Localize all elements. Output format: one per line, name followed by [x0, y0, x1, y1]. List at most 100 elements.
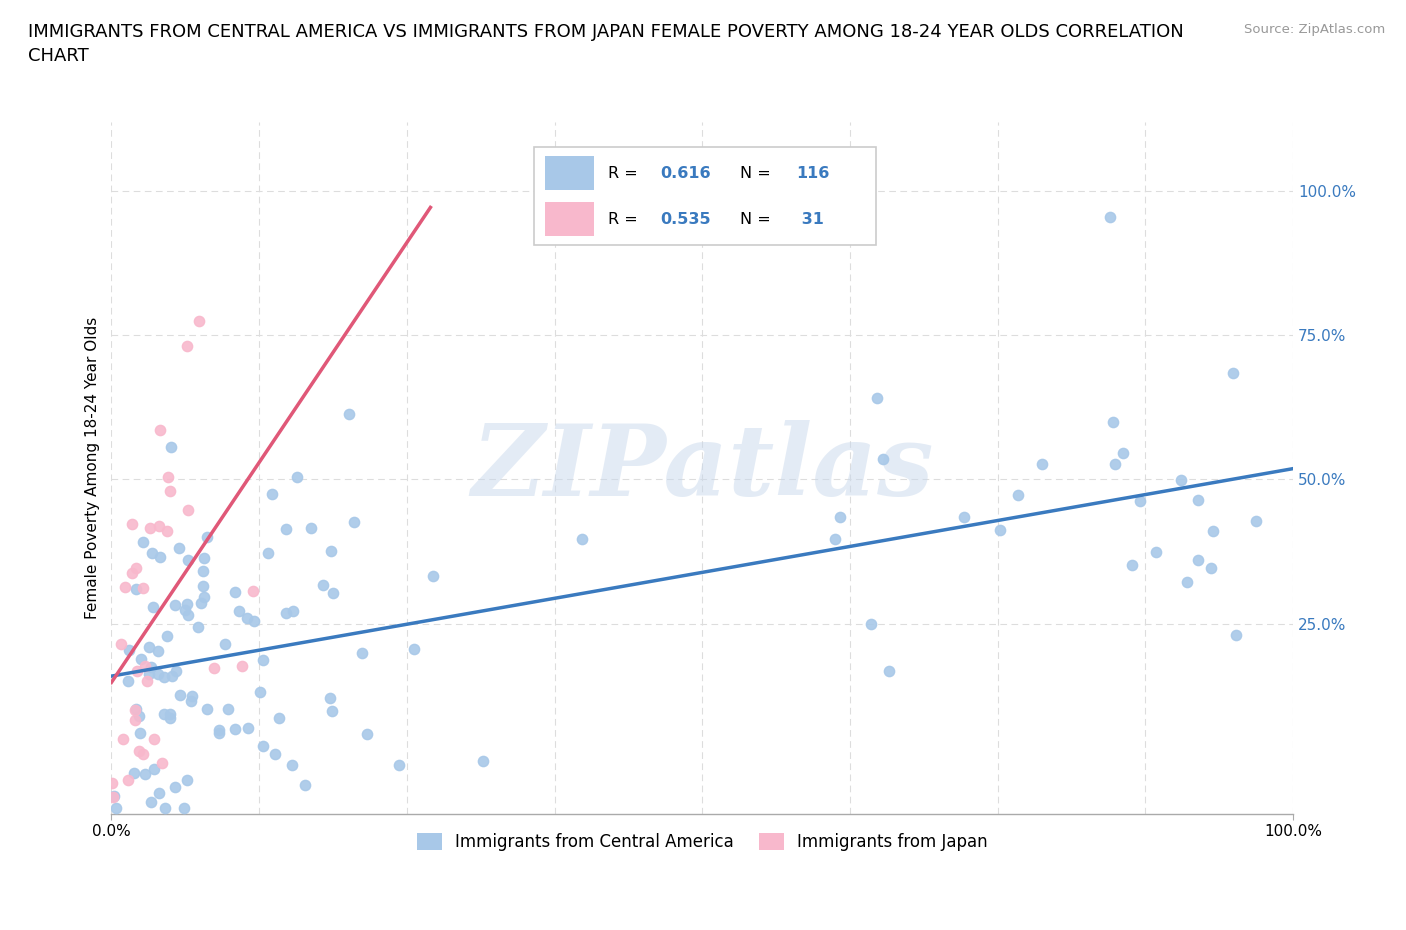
Point — [156, 523, 179, 538]
Point — [571, 532, 593, 547]
Point — [149, 422, 172, 437]
Point — [121, 566, 143, 581]
Point — [1129, 494, 1152, 509]
Point — [404, 642, 426, 657]
Point — [155, 801, 177, 816]
Point — [159, 484, 181, 498]
Point — [294, 777, 316, 792]
Point — [195, 701, 218, 716]
Point — [281, 604, 304, 618]
Point — [1244, 513, 1267, 528]
Point — [343, 514, 366, 529]
Point — [1187, 552, 1209, 567]
Point — [877, 663, 900, 678]
Point — [235, 610, 257, 625]
Point — [181, 688, 204, 703]
Point — [228, 604, 250, 618]
Point — [191, 578, 214, 593]
Point — [124, 702, 146, 717]
Point — [187, 313, 209, 328]
Point — [1098, 209, 1121, 224]
Point — [152, 670, 174, 684]
Point — [1104, 457, 1126, 472]
Point — [263, 747, 285, 762]
Point — [280, 757, 302, 772]
Point — [142, 732, 165, 747]
Point — [148, 644, 170, 658]
Point — [988, 523, 1011, 538]
Point — [156, 470, 179, 485]
Point — [128, 744, 150, 759]
Point — [134, 658, 156, 673]
Point — [128, 709, 150, 724]
Point — [422, 569, 444, 584]
Point — [276, 605, 298, 620]
Point — [824, 531, 846, 546]
Point — [125, 561, 148, 576]
Point — [319, 543, 342, 558]
Point — [138, 667, 160, 682]
Point — [156, 629, 179, 644]
Point — [1144, 545, 1167, 560]
Point — [142, 762, 165, 777]
Point — [118, 643, 141, 658]
Point — [180, 694, 202, 709]
Point — [176, 339, 198, 353]
Point — [311, 578, 333, 592]
Point — [103, 789, 125, 804]
Legend: Immigrants from Central America, Immigrants from Japan: Immigrants from Central America, Immigra… — [411, 826, 994, 857]
Point — [217, 701, 239, 716]
Point — [160, 669, 183, 684]
Point — [173, 801, 195, 816]
Point — [105, 801, 128, 816]
Point — [148, 518, 170, 533]
Point — [202, 660, 225, 675]
Point — [159, 711, 181, 725]
Point — [176, 773, 198, 788]
Point — [197, 529, 219, 544]
Point — [135, 673, 157, 688]
Point — [1031, 457, 1053, 472]
Point — [112, 731, 135, 746]
Point — [117, 673, 139, 688]
Point — [274, 522, 297, 537]
Point — [269, 711, 291, 725]
Point — [139, 521, 162, 536]
Point — [169, 688, 191, 703]
Point — [1201, 560, 1223, 575]
Point — [165, 663, 187, 678]
Point — [1007, 487, 1029, 502]
Point — [262, 486, 284, 501]
Point — [1121, 557, 1143, 572]
Point — [252, 653, 274, 668]
Point — [100, 776, 122, 790]
Point — [242, 584, 264, 599]
Point — [231, 658, 253, 673]
Point — [321, 704, 343, 719]
Point — [285, 470, 308, 485]
Point — [860, 617, 883, 631]
Point — [322, 586, 344, 601]
Point — [148, 785, 170, 800]
Point — [257, 545, 280, 560]
Point — [193, 590, 215, 604]
Point — [1225, 628, 1247, 643]
Point — [214, 636, 236, 651]
Point — [208, 725, 231, 740]
Point — [1102, 415, 1125, 430]
Point — [150, 755, 173, 770]
Y-axis label: Female Poverty Among 18-24 Year Olds: Female Poverty Among 18-24 Year Olds — [86, 317, 100, 619]
Point — [153, 707, 176, 722]
Point — [132, 747, 155, 762]
Point — [124, 765, 146, 780]
Point — [1175, 574, 1198, 589]
Point — [132, 580, 155, 595]
Point — [249, 684, 271, 699]
Point — [139, 794, 162, 809]
Point — [134, 767, 156, 782]
Point — [236, 721, 259, 736]
Point — [110, 637, 132, 652]
Point — [124, 701, 146, 716]
Point — [129, 651, 152, 666]
Point — [356, 726, 378, 741]
